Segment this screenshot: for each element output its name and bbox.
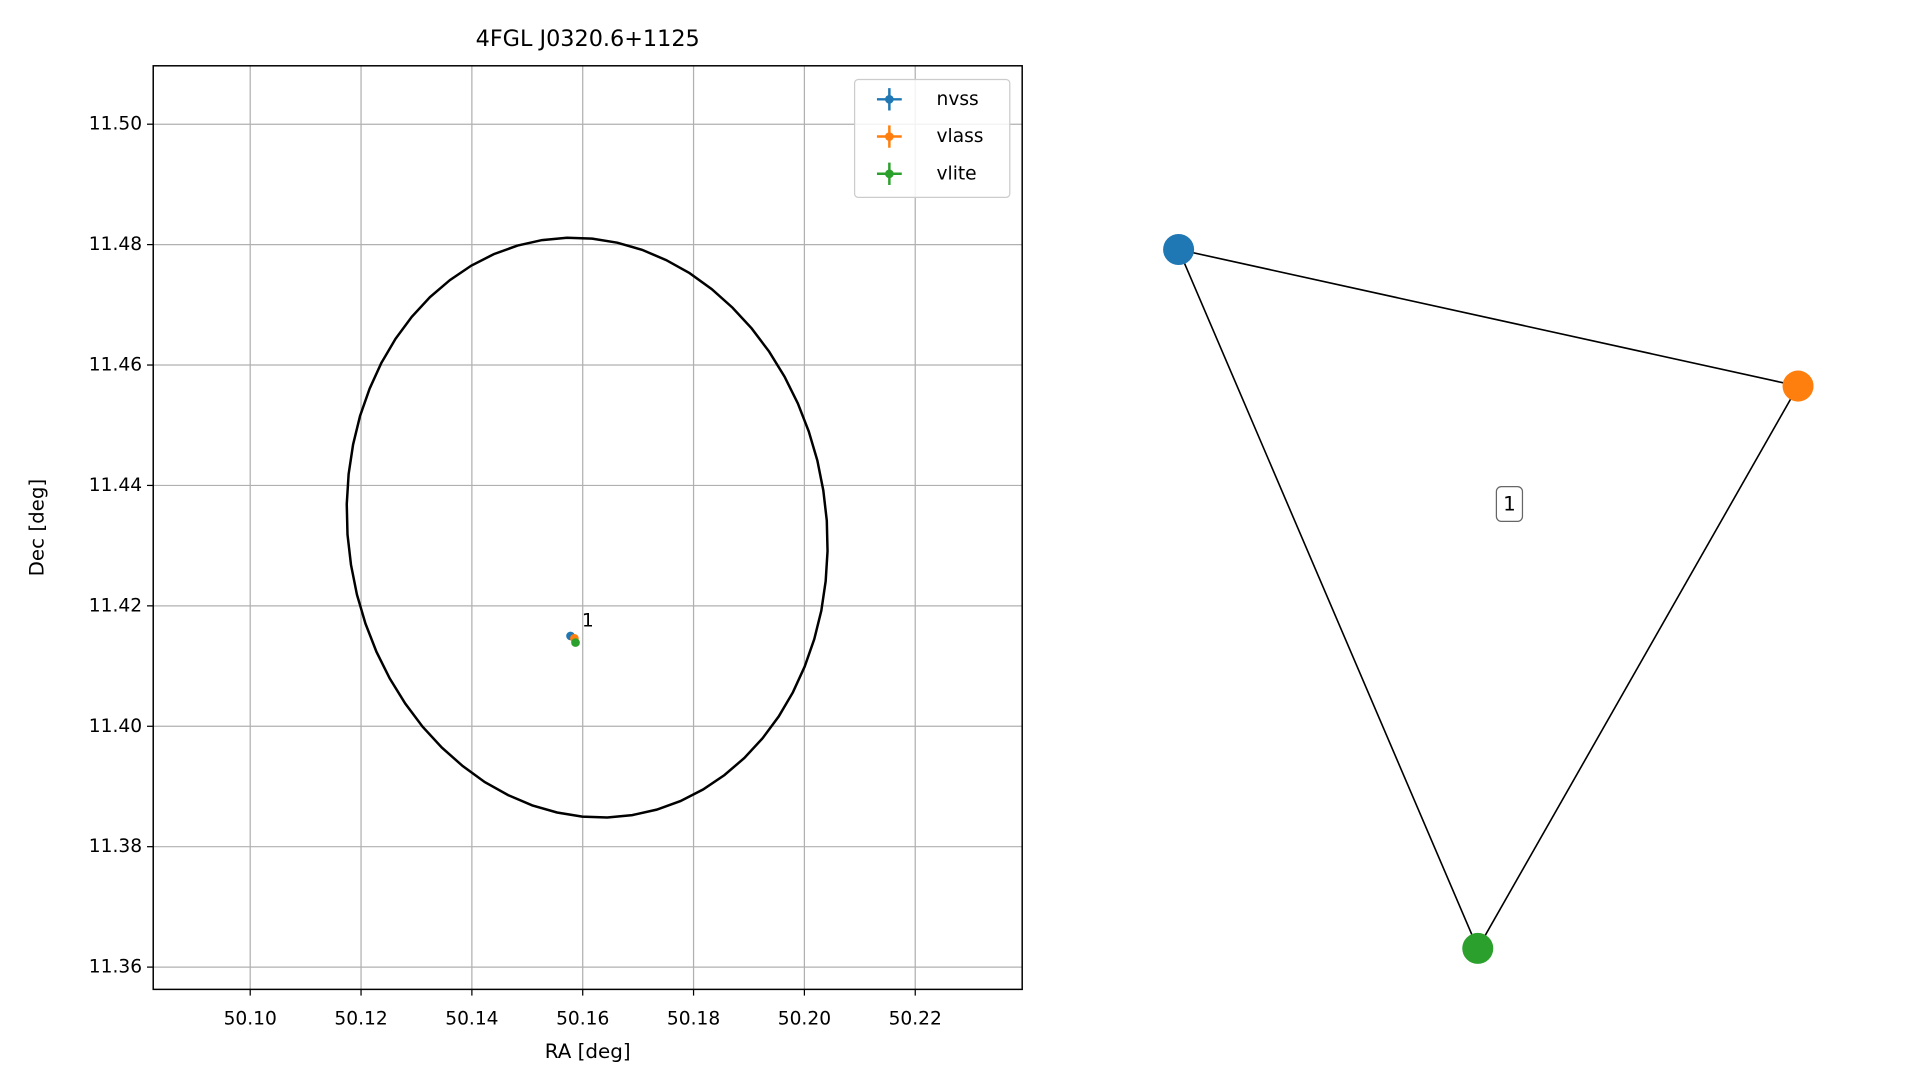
y-tick-label: 11.48 <box>89 234 142 255</box>
node <box>1163 234 1195 266</box>
legend-label: vlite <box>937 163 977 184</box>
edge <box>1477 385 1799 949</box>
y-axis-label: Dec [deg] <box>25 479 48 577</box>
x-tick-label: 50.14 <box>445 1009 498 1030</box>
x-tick-label: 50.12 <box>334 1009 387 1030</box>
edge <box>1177 249 1479 949</box>
y-tick-label: 11.50 <box>89 114 142 135</box>
y-tick-label: 11.42 <box>89 595 142 616</box>
y-tick-label: 11.44 <box>89 475 142 496</box>
edge-label-box <box>1495 486 1524 522</box>
legend-marker <box>885 94 894 104</box>
point <box>571 638 580 647</box>
x-axis-label: RA [deg] <box>545 1040 631 1063</box>
axes-frame <box>152 65 1023 991</box>
y-tick-label: 11.36 <box>89 957 142 978</box>
legend-box <box>853 78 1011 198</box>
legend-label: nvss <box>937 89 979 110</box>
legend-marker <box>885 169 894 179</box>
x-tick-label: 50.20 <box>778 1009 831 1030</box>
legend-label: vlass <box>937 126 984 147</box>
node <box>1462 932 1494 964</box>
y-tick-label: 11.38 <box>89 836 142 857</box>
chart-title: 4FGL J0320.6+1125 <box>476 26 700 52</box>
x-tick-label: 50.18 <box>667 1009 720 1030</box>
edge-label: 1 <box>1503 493 1516 516</box>
legend-marker <box>885 132 894 141</box>
y-tick-label: 11.46 <box>89 355 142 376</box>
point-annotation: 1 <box>582 610 594 631</box>
x-tick-label: 50.10 <box>224 1009 277 1030</box>
error-ellipse <box>345 236 829 819</box>
node <box>1782 370 1814 402</box>
y-tick-label: 11.40 <box>89 716 142 737</box>
edge <box>1178 248 1799 387</box>
x-tick-label: 50.16 <box>556 1009 609 1030</box>
x-tick-label: 50.22 <box>889 1009 942 1030</box>
